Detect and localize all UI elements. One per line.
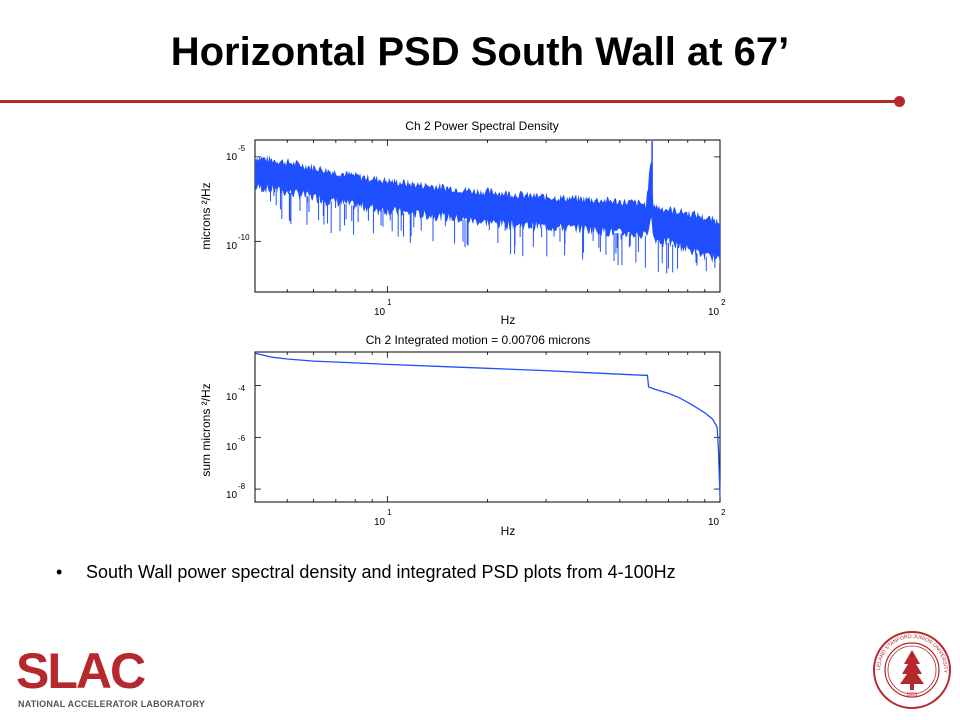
psd-y-tick-label-5-base: 10 (226, 152, 238, 163)
slac-logo-wordmark: SLAC (16, 643, 146, 699)
int-y-axis-label: sum microns ²/Hz (199, 383, 213, 476)
slide-title: Horizontal PSD South Wall at 67’ (170, 30, 790, 74)
int-y-tick-label-8-exp: -8 (238, 482, 246, 491)
psd-x-tick-label-1-base: 10 (374, 307, 386, 318)
psd-y-tick-label-5-exp: -5 (238, 144, 246, 153)
psd-x-tick-label-1-exp: 1 (387, 298, 392, 307)
integrated-chart-title: Ch 2 Integrated motion = 0.00706 microns (366, 333, 590, 347)
slac-logo: SLAC NATIONAL ACCELERATOR LABORATORY (12, 643, 205, 710)
int-y-tick-label-6-exp: -6 (238, 434, 246, 443)
title-divider (0, 100, 900, 103)
bullet-text: South Wall power spectral density and in… (86, 562, 676, 582)
int-y-tick-label-4-exp: -4 (238, 384, 246, 393)
int-y-tick-label-4-base: 10 (226, 392, 238, 403)
int-x-tick-label-2-exp: 2 (721, 508, 726, 517)
int-x-tick-label-1-exp: 1 (387, 508, 392, 517)
psd-x-axis-label: Hz (501, 313, 516, 327)
psd-y-axis-label: microns ²/Hz (199, 182, 213, 249)
stanford-seal-icon: LELAND STANFORD JUNIOR UNIVERSITY 1891 (873, 631, 951, 709)
bullet-item: • South Wall power spectral density and i… (56, 562, 936, 583)
psd-x-tick-label-2-base: 10 (708, 307, 720, 318)
int-x-axis-label: Hz (501, 524, 516, 538)
slac-logo-subtitle: NATIONAL ACCELERATOR LABORATORY (18, 699, 206, 709)
title-divider-dot (894, 96, 905, 107)
int-x-tick-label-1-base: 10 (374, 517, 386, 528)
integrated-series-line (254, 352, 721, 497)
psd-series-band (255, 155, 720, 265)
int-y-tick-label-8-base: 10 (226, 490, 238, 501)
psd-y-tick-label-10-base: 10 (226, 241, 238, 252)
psd-x-tick-label-2-exp: 2 (721, 298, 726, 307)
psd-charts: Ch 2 Power Spectral Density 10 -5 10 -10… (199, 119, 726, 538)
bullet-marker: • (56, 562, 63, 582)
int-y-tick-label-6-base: 10 (226, 442, 238, 453)
psd-y-tick-label-10-exp: -10 (238, 233, 250, 242)
psd-chart-title: Ch 2 Power Spectral Density (405, 119, 558, 133)
psd-chart: Ch 2 Power Spectral Density 10 -5 10 -10… (199, 119, 726, 327)
seal-year: 1891 (906, 692, 917, 698)
integrated-chart: Ch 2 Integrated motion = 0.00706 microns… (199, 333, 726, 538)
int-x-tick-label-2-base: 10 (708, 517, 720, 528)
integrated-plot-area (254, 351, 721, 503)
